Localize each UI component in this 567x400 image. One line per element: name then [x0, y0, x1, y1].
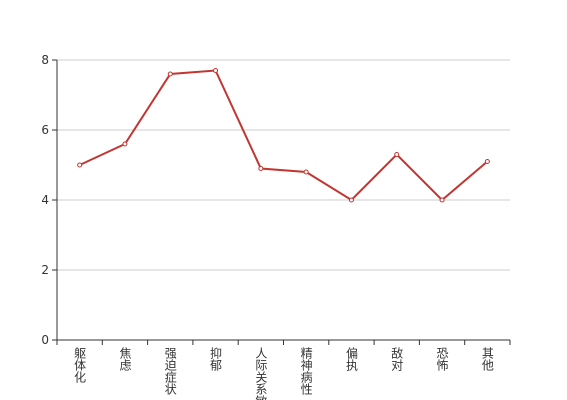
point — [484, 159, 490, 164]
point — [303, 169, 309, 175]
point — [167, 71, 173, 77]
x-tick-label: 恐怖 — [435, 347, 449, 371]
point — [258, 166, 264, 171]
x-tick-label: 躯体化 — [73, 346, 87, 384]
x-tick-label: 强迫症状 — [163, 347, 177, 395]
y-tick-label: 0 — [41, 333, 49, 347]
line — [79, 69, 488, 202]
x-tick-label: 偏执 — [344, 346, 358, 372]
point — [439, 197, 445, 203]
x-tick-label: 抑郁 — [209, 346, 223, 372]
point — [122, 141, 128, 147]
x-tick-label: 焦虑 — [118, 347, 132, 371]
y-tick-label: 8 — [41, 53, 49, 67]
point — [348, 197, 354, 203]
x-tick-label: 其他 — [480, 347, 494, 371]
x-tick-label: 精神病性 — [299, 347, 313, 396]
point — [394, 152, 400, 157]
y-tick-label: 4 — [41, 193, 49, 207]
y-tick-label: 6 — [41, 123, 49, 137]
x-tick-label: 人际关系敏感 — [254, 347, 268, 400]
point — [77, 162, 83, 168]
point — [213, 68, 219, 73]
y-tick-label: 2 — [41, 263, 49, 277]
x-tick-label: 敌对 — [390, 346, 404, 371]
